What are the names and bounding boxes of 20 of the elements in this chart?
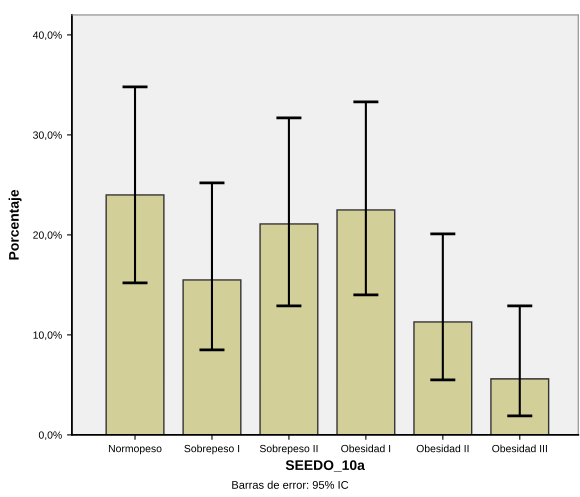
bar — [336, 209, 396, 435]
y-tick-label: 40,0% — [32, 31, 62, 40]
x-tick-label: Normopeso — [108, 444, 162, 454]
bar — [413, 321, 472, 435]
bar — [259, 223, 318, 435]
x-tick-label: Obesidad III — [492, 444, 547, 452]
x-tick-label: Sobrepeso I — [184, 444, 240, 454]
x-tick-label: Sobrepeso II — [260, 444, 318, 454]
y-axis-title: Porcentaje — [8, 190, 22, 260]
bar — [490, 378, 550, 435]
x-tick-label: Obesidad I — [341, 444, 390, 452]
x-axis-title: SEEDO_10a — [286, 460, 365, 472]
y-tick-label: 20,0% — [33, 231, 62, 240]
bar — [182, 279, 242, 435]
y-tick-label: 0,0% — [38, 431, 62, 440]
y-tick-label: 10,0% — [33, 331, 62, 340]
y-tick-label: 30,0% — [33, 131, 62, 140]
bar — [105, 194, 165, 435]
text: Barras de error: 95% IC — [232, 480, 348, 489]
x-tick-label: Obesidad II — [416, 444, 469, 452]
